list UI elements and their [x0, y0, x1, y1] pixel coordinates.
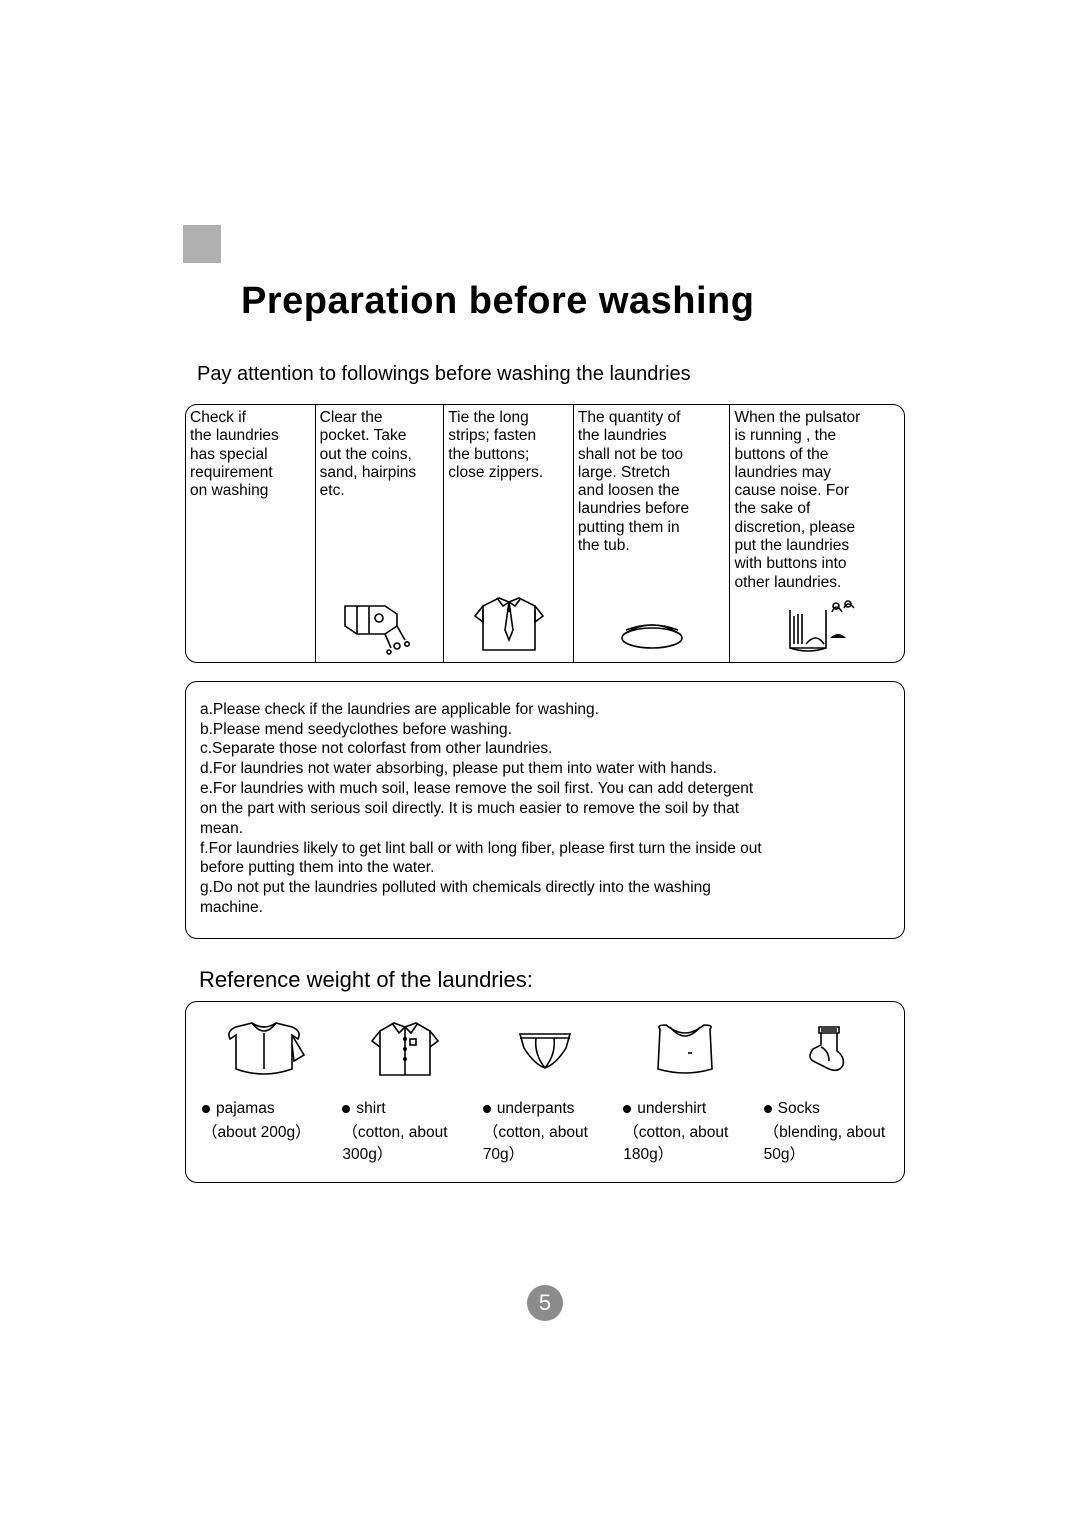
- section-tab: [183, 225, 221, 263]
- subtitle: Pay attention to followings before washi…: [197, 363, 905, 386]
- pants-pocket-icon: [320, 500, 440, 655]
- grid-text: The quantity of the laundries shall not …: [578, 409, 726, 555]
- weight-item-pajamas: pajamas （about 200g）: [194, 1016, 334, 1164]
- grid-col-0: Check if the laundries has special requi…: [186, 405, 316, 662]
- weight-name: Socks: [778, 1100, 820, 1118]
- note-line: d.For laundries not water absorbing, ple…: [200, 759, 890, 779]
- bullet-icon: [483, 1105, 491, 1113]
- underpants-icon: [510, 1016, 580, 1086]
- weight-value: （cotton, about 70g）: [483, 1120, 607, 1164]
- pulsator-noise-icon: [734, 592, 900, 656]
- page-title: Preparation before washing: [241, 280, 905, 323]
- page-content: Preparation before washing Pay attention…: [185, 225, 905, 1183]
- grid-col-3: The quantity of the laundries shall not …: [574, 405, 731, 662]
- bullet-icon: [202, 1105, 210, 1113]
- weight-item-shirt: shirt （cotton, about 300g）: [334, 1016, 474, 1164]
- undershirt-icon: [646, 1016, 724, 1086]
- note-line: e.For laundries with much soil, lease re…: [200, 779, 890, 838]
- note-line: f.For laundries likely to get lint ball …: [200, 839, 890, 879]
- weight-value: （about 200g）: [202, 1120, 311, 1142]
- note-line: b.Please mend seedyclothes before washin…: [200, 720, 890, 740]
- preparation-grid: Check if the laundries has special requi…: [185, 404, 905, 663]
- shirt-tie-icon: [448, 482, 569, 656]
- folded-laundry-icon: [578, 555, 726, 656]
- weight-item-undershirt: undershirt （cotton, about 180g）: [615, 1016, 755, 1164]
- note-line: g.Do not put the laundries polluted with…: [200, 878, 890, 918]
- socks-icon: [799, 1016, 853, 1086]
- note-line: c.Separate those not colorfast from othe…: [200, 739, 890, 759]
- weight-name: undershirt: [637, 1100, 706, 1118]
- note-line: a.Please check if the laundries are appl…: [200, 700, 890, 720]
- grid-text: Tie the long strips; fasten the buttons;…: [448, 409, 569, 482]
- weights-box: pajamas （about 200g） shirt （cotton, abou…: [185, 1001, 905, 1183]
- bullet-icon: [342, 1105, 350, 1113]
- weight-value: （cotton, about 300g）: [342, 1120, 466, 1164]
- grid-text: When the pulsator is running , the butto…: [734, 409, 900, 592]
- grid-col-4: When the pulsator is running , the butto…: [730, 405, 904, 662]
- grid-col-1: Clear the pocket. Take out the coins, sa…: [316, 405, 445, 662]
- shirt-icon: [368, 1016, 442, 1086]
- weight-name: shirt: [356, 1100, 385, 1118]
- page-number: 5: [527, 1285, 563, 1321]
- weight-item-socks: Socks （blending, about 50g）: [756, 1016, 896, 1164]
- notes-box: a.Please check if the laundries are appl…: [185, 681, 905, 939]
- bullet-icon: [623, 1105, 631, 1113]
- weight-name: underpants: [497, 1100, 575, 1118]
- weight-value: （cotton, about 180g）: [623, 1120, 747, 1164]
- weight-name: pajamas: [216, 1100, 275, 1118]
- pajamas-icon: [222, 1016, 306, 1086]
- bullet-icon: [764, 1105, 772, 1113]
- reference-weight-title: Reference weight of the laundries:: [199, 967, 905, 993]
- grid-text: Check if the laundries has special requi…: [190, 409, 311, 500]
- grid-text: Clear the pocket. Take out the coins, sa…: [320, 409, 440, 500]
- grid-col-2: Tie the long strips; fasten the buttons;…: [444, 405, 574, 662]
- weight-item-underpants: underpants （cotton, about 70g）: [475, 1016, 615, 1164]
- weight-value: （blending, about 50g）: [764, 1120, 888, 1164]
